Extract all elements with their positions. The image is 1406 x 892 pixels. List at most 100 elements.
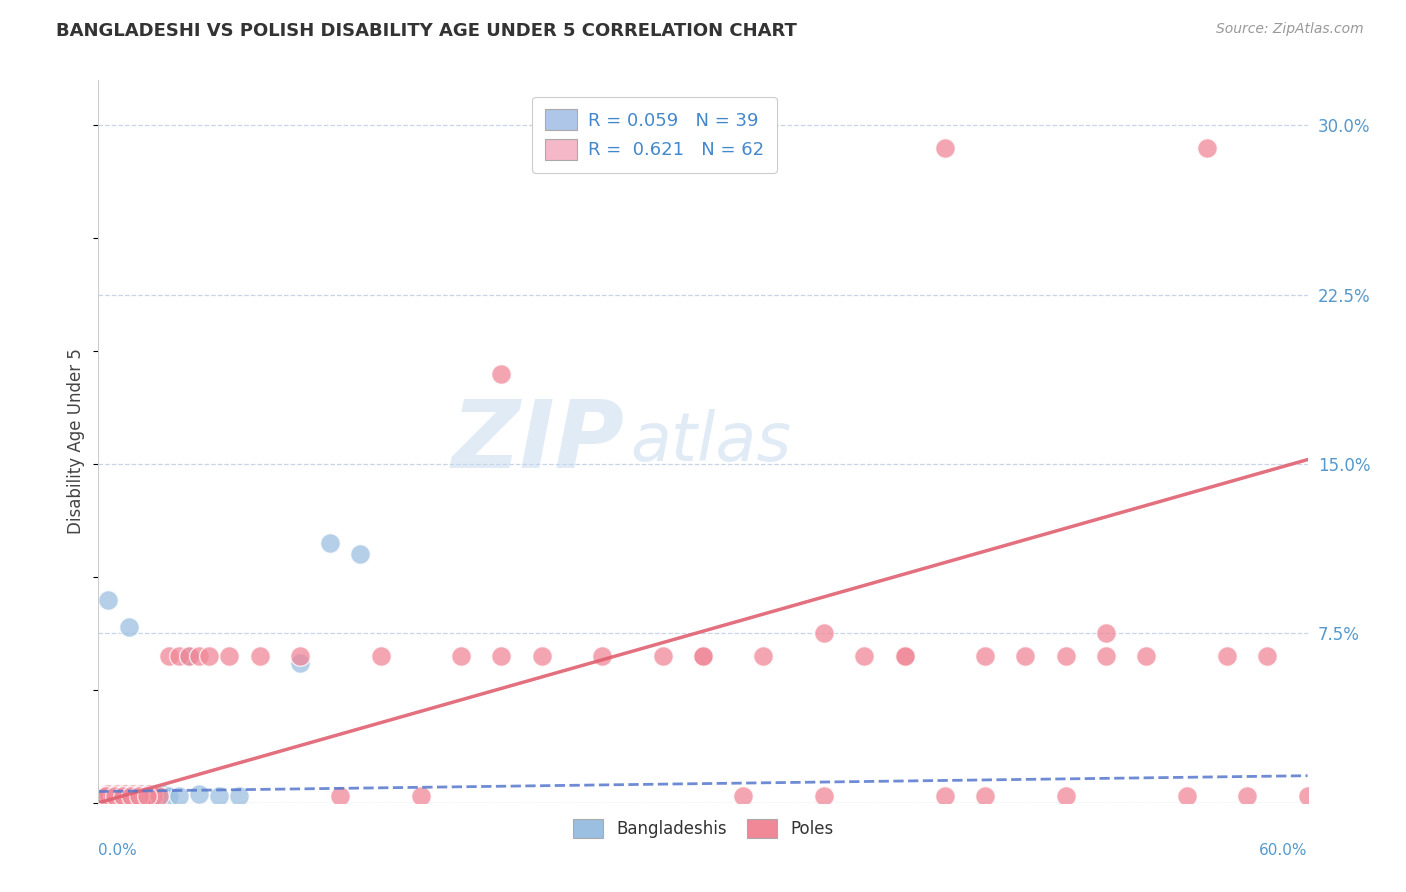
Point <box>103 789 125 803</box>
Point <box>1014 648 1036 663</box>
Point <box>692 648 714 663</box>
Point <box>97 787 120 801</box>
Point <box>97 789 120 803</box>
Point <box>228 789 250 803</box>
Text: Source: ZipAtlas.com: Source: ZipAtlas.com <box>1216 22 1364 37</box>
Point <box>1054 789 1077 803</box>
Point <box>1175 789 1198 803</box>
Text: BANGLADESHI VS POLISH DISABILITY AGE UNDER 5 CORRELATION CHART: BANGLADESHI VS POLISH DISABILITY AGE UND… <box>56 22 797 40</box>
Point <box>124 789 146 803</box>
Text: atlas: atlas <box>630 409 792 475</box>
Point <box>121 789 143 803</box>
Point <box>125 787 148 801</box>
Point <box>288 648 311 663</box>
Point <box>1216 648 1239 663</box>
Point <box>208 789 231 803</box>
Point <box>96 787 118 801</box>
Point <box>114 787 136 801</box>
Point <box>157 789 180 803</box>
Point <box>114 787 136 801</box>
Point <box>218 648 240 663</box>
Point <box>118 620 141 634</box>
Point <box>97 592 120 607</box>
Point <box>530 648 553 663</box>
Point <box>319 536 342 550</box>
Point <box>139 789 162 803</box>
Point <box>111 789 134 803</box>
Point <box>409 789 432 803</box>
Point <box>450 648 472 663</box>
Y-axis label: Disability Age Under 5: Disability Age Under 5 <box>67 349 86 534</box>
Point <box>853 648 876 663</box>
Point <box>134 789 156 803</box>
Text: 60.0%: 60.0% <box>1260 843 1308 857</box>
Point <box>1195 141 1218 155</box>
Point <box>974 648 997 663</box>
Point <box>96 789 118 803</box>
Point <box>101 789 124 803</box>
Point <box>110 787 132 801</box>
Point <box>188 648 211 663</box>
Point <box>105 787 128 801</box>
Point <box>934 141 956 155</box>
Point <box>179 648 201 663</box>
Point <box>752 648 775 663</box>
Point <box>370 648 392 663</box>
Point <box>179 648 201 663</box>
Point <box>1256 648 1278 663</box>
Point <box>167 648 190 663</box>
Point <box>329 789 352 803</box>
Point <box>93 789 115 803</box>
Point <box>974 789 997 803</box>
Point <box>143 787 166 801</box>
Text: 0.0%: 0.0% <box>98 843 138 857</box>
Point <box>1095 626 1118 640</box>
Point <box>138 789 160 803</box>
Point <box>107 789 129 803</box>
Point <box>120 789 142 803</box>
Point <box>129 787 152 801</box>
Point <box>148 789 170 803</box>
Point <box>111 789 134 803</box>
Point <box>1054 648 1077 663</box>
Point <box>651 648 673 663</box>
Point <box>349 548 371 562</box>
Point <box>893 648 915 663</box>
Point <box>129 787 152 801</box>
Point <box>120 787 142 801</box>
Point <box>491 367 513 381</box>
Point <box>188 787 211 801</box>
Point <box>249 648 271 663</box>
Point <box>1095 648 1118 663</box>
Point <box>93 789 115 803</box>
Point <box>1135 648 1157 663</box>
Point <box>813 789 835 803</box>
Point <box>1236 789 1258 803</box>
Point <box>692 648 714 663</box>
Point <box>128 789 150 803</box>
Point <box>105 787 128 801</box>
Point <box>132 789 155 803</box>
Point <box>167 789 190 803</box>
Point <box>1296 789 1319 803</box>
Point <box>152 787 174 801</box>
Legend: Bangladeshis, Poles: Bangladeshis, Poles <box>567 813 839 845</box>
Point <box>148 789 170 803</box>
Point <box>103 789 125 803</box>
Point <box>491 648 513 663</box>
Point <box>135 789 157 803</box>
Point <box>118 789 141 803</box>
Point <box>125 789 148 803</box>
Point <box>934 789 956 803</box>
Point <box>893 648 915 663</box>
Point <box>110 789 132 803</box>
Point <box>128 789 150 803</box>
Point <box>157 648 180 663</box>
Point <box>813 626 835 640</box>
Text: ZIP: ZIP <box>451 395 624 488</box>
Point <box>115 789 138 803</box>
Point <box>733 789 755 803</box>
Point <box>118 789 141 803</box>
Point <box>100 787 122 801</box>
Point <box>103 789 125 803</box>
